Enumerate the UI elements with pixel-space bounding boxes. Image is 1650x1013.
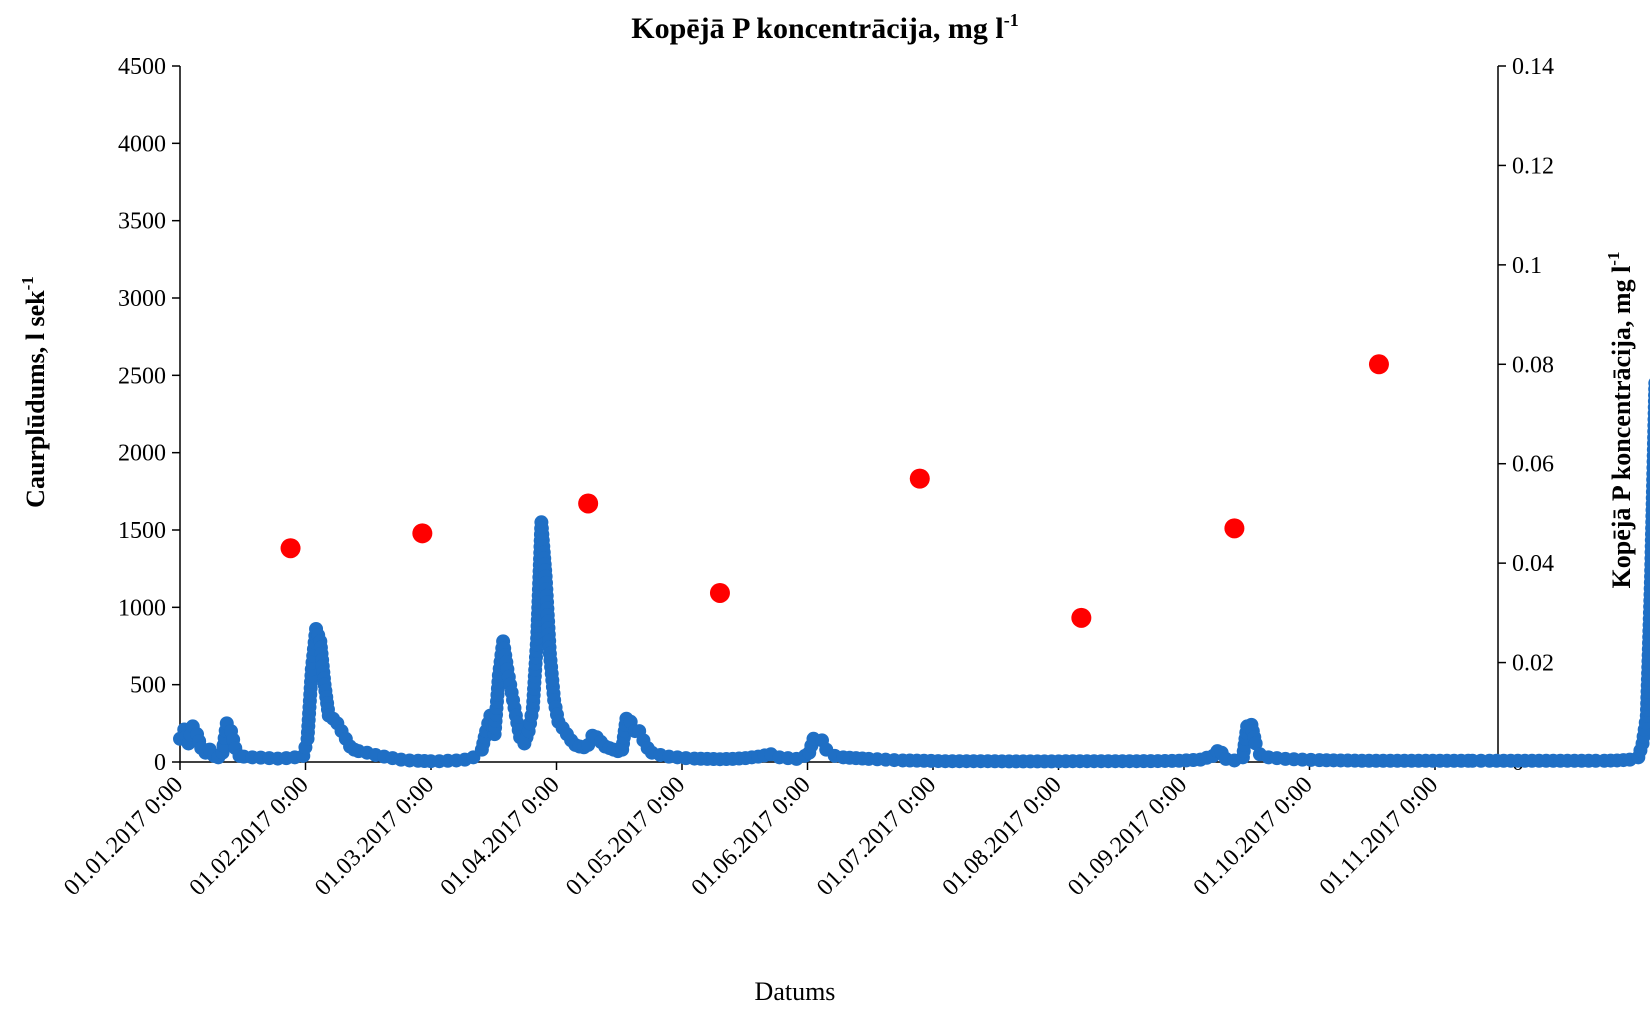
y-left-tick-label: 4000: [118, 131, 166, 157]
y-left-tick-label: 3000: [118, 286, 166, 312]
x-axis-title: Datums: [755, 977, 836, 1006]
x-tick-label: 01.08.2017 0:00: [938, 772, 1067, 901]
p-concentration-point: [1071, 607, 1092, 628]
y-right-tick-label: 0.04: [1512, 551, 1554, 577]
p-concentration-point: [709, 582, 730, 603]
p-concentration-point: [280, 538, 301, 559]
y-axis-left-title: Caurplūdums, l sek-1: [18, 276, 50, 508]
x-tick-label: 01.04.2017 0:00: [436, 772, 565, 901]
y-axis-right-title-text: Kopējā P koncentrācija, mg l: [1607, 266, 1636, 589]
y-left-tick-label: 1000: [118, 595, 166, 621]
chart-title-text: Kopējā P koncentrācija, mg l: [631, 12, 1003, 45]
y-left-tick-label: 4500: [118, 54, 166, 80]
p-concentration-point: [578, 493, 599, 514]
p-concentration-point: [909, 468, 930, 489]
y-left-tick-label: 0: [154, 750, 166, 776]
x-tick-label: 01.07.2017 0:00: [812, 772, 941, 901]
y-right-tick-label: 0.02: [1512, 651, 1554, 677]
x-tick-label: 01.11.2017 0:00: [1315, 772, 1444, 901]
chart-title: Kopējā P koncentrācija, mg l-1: [631, 10, 1018, 45]
series-p-concentration: [280, 354, 1389, 628]
y-left-tick-label: 2000: [118, 441, 166, 467]
p-concentration-point: [1368, 354, 1389, 375]
x-tick-label: 01.01.2017 0:00: [59, 772, 188, 901]
y-axis-right-title: Kopējā P koncentrācija, mg l-1: [1604, 252, 1636, 589]
y-right-tick-label: 0.1: [1512, 253, 1542, 279]
x-tick-label: 01.02.2017 0:00: [185, 772, 314, 901]
y-axis-right-ticks: 00.020.040.060.080.10.120.14: [1498, 54, 1554, 776]
y-left-tick-label: 3500: [118, 209, 166, 235]
y-left-tick-label: 1500: [118, 518, 166, 544]
y-right-tick-label: 0.08: [1512, 352, 1554, 378]
y-axis-left-title-text: Caurplūdums, l sek: [21, 290, 50, 508]
y-right-tick-label: 0.14: [1512, 54, 1554, 80]
p-concentration-point: [412, 523, 433, 544]
discharge-point: [1248, 736, 1263, 751]
x-tick-label: 01.05.2017 0:00: [561, 772, 690, 901]
svg-text:Kopējā P koncentrācija, mg l-1: Kopējā P koncentrācija, mg l-1: [631, 10, 1018, 45]
x-tick-label: 01.03.2017 0:00: [310, 772, 439, 901]
p-concentration-point: [1224, 518, 1245, 539]
y-right-tick-label: 0.06: [1512, 452, 1554, 478]
series-discharge: [173, 378, 1650, 769]
x-tick-label: 01.09.2017 0:00: [1063, 772, 1192, 901]
x-tick-label: 01.10.2017 0:00: [1189, 772, 1318, 901]
chart-title-sup: -1: [1004, 10, 1019, 30]
x-tick-label: 01.06.2017 0:00: [687, 772, 816, 901]
y-axis-left-ticks: 0 500 1000 1500 2000 2500 3000 3500 4000 4500: [118, 54, 180, 776]
y-axis-left-title-sup: -1: [18, 276, 37, 290]
y-left-tick-label: 2500: [118, 363, 166, 389]
y-right-tick-label: 0.12: [1512, 153, 1554, 179]
svg-text:Caurplūdums, l sek-1: Caurplūdums, l sek-1: [18, 276, 50, 508]
y-axis-right-title-sup: -1: [1604, 252, 1623, 266]
y-left-tick-label: 500: [130, 673, 166, 699]
svg-text:Kopējā P koncentrācija, mg l-1: Kopējā P koncentrācija, mg l-1: [1604, 252, 1636, 589]
